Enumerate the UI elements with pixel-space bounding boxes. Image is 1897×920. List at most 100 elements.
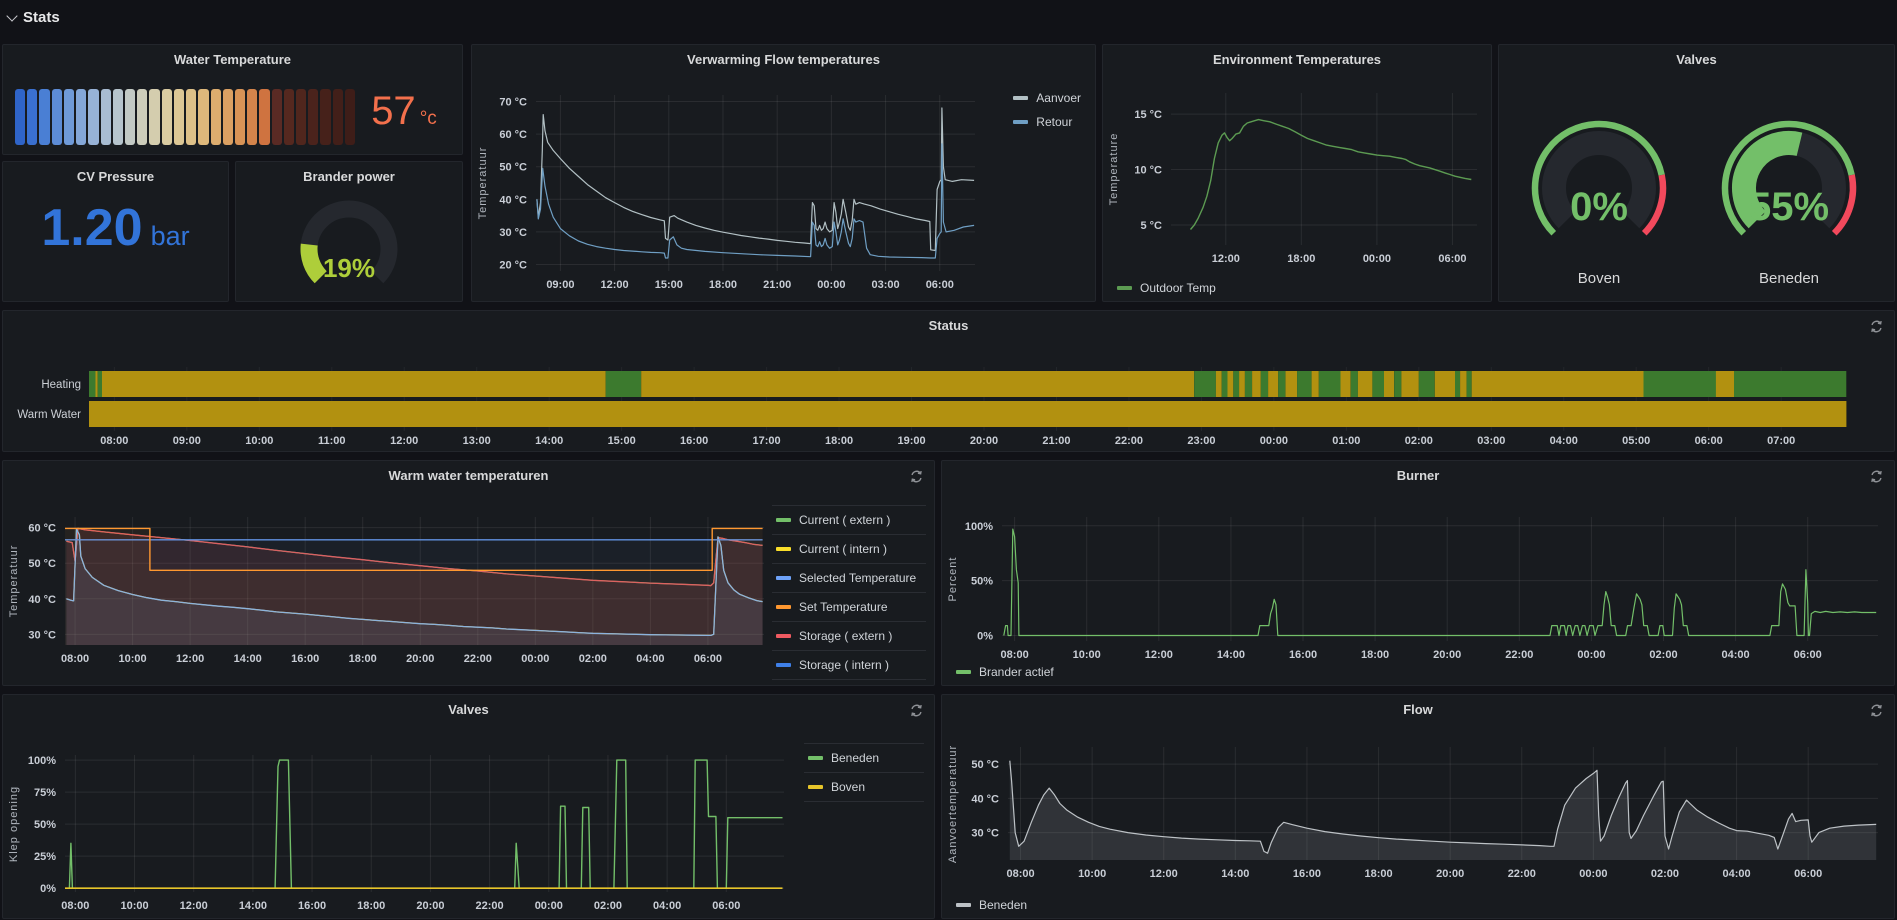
- svg-text:04:00: 04:00: [1550, 435, 1578, 447]
- row-header-stats[interactable]: Stats: [6, 9, 60, 26]
- svg-text:50%: 50%: [34, 819, 56, 831]
- led-gauge: [15, 89, 356, 145]
- legend-item[interactable]: Current ( intern ): [772, 534, 926, 563]
- legend-item[interactable]: Outdoor Temp: [1117, 281, 1216, 295]
- legend-item[interactable]: Storage ( intern ): [772, 650, 926, 679]
- water-temp-value: 57 °c: [352, 89, 456, 145]
- svg-text:23:00: 23:00: [1187, 435, 1215, 447]
- svg-text:40 °C: 40 °C: [499, 194, 527, 206]
- stat-value: 57: [371, 89, 416, 133]
- led-cell: [222, 89, 233, 145]
- led-cell: [344, 89, 356, 145]
- led-cell: [234, 89, 246, 145]
- legend-item[interactable]: Storage ( extern ): [772, 621, 926, 650]
- legend-label: Storage ( intern ): [799, 658, 890, 672]
- svg-text:19%: 19%: [323, 253, 375, 283]
- svg-text:10:00: 10:00: [1073, 649, 1101, 661]
- flow-chart: 08:00 10:00 12:00 14:00 16:00 18:00 20:00 22:00…: [971, 747, 1878, 880]
- svg-text:07:00: 07:00: [1767, 435, 1795, 447]
- svg-text:Warm Water: Warm Water: [17, 409, 81, 421]
- refresh-icon[interactable]: [1869, 703, 1884, 718]
- legend-label: Beneden: [979, 898, 1028, 912]
- led-cell: [283, 89, 295, 145]
- legend-color-dash: [808, 785, 823, 789]
- legend-item[interactable]: Current ( extern ): [772, 505, 926, 534]
- refresh-icon[interactable]: [1869, 469, 1884, 484]
- led-cell: [259, 89, 270, 145]
- legend-color-dash: [776, 576, 791, 580]
- legend-item[interactable]: Selected Temperature: [772, 563, 926, 592]
- led-cell: [247, 89, 258, 145]
- led-cell: [51, 89, 62, 145]
- svg-text:00:00: 00:00: [1260, 435, 1288, 447]
- led-cell: [320, 89, 331, 145]
- svg-text:17:00: 17:00: [753, 435, 781, 447]
- legend-item[interactable]: Set Temperature: [772, 592, 926, 621]
- refresh-icon[interactable]: [1869, 319, 1884, 334]
- svg-text:15:00: 15:00: [655, 279, 683, 291]
- refresh-icon[interactable]: [909, 469, 924, 484]
- svg-text:Heating: Heating: [41, 379, 81, 391]
- svg-text:10:00: 10:00: [119, 653, 147, 665]
- panel-verwarming-flow: Verwarming Flow temperatures Temperatuur…: [471, 44, 1096, 302]
- svg-text:55%: 55%: [1749, 185, 1829, 229]
- legend-label: Set Temperature: [799, 600, 888, 614]
- svg-text:15:00: 15:00: [608, 435, 636, 447]
- svg-text:10 °C: 10 °C: [1134, 165, 1162, 177]
- legend-color-dash: [776, 663, 791, 667]
- svg-text:16:00: 16:00: [1289, 649, 1317, 661]
- legend-item[interactable]: Beneden: [956, 898, 1027, 912]
- svg-text:20:00: 20:00: [406, 653, 434, 665]
- svg-text:12:00: 12:00: [1150, 868, 1178, 880]
- svg-text:100%: 100%: [28, 755, 56, 767]
- stat-unit: °c: [419, 108, 437, 129]
- svg-text:40 °C: 40 °C: [28, 594, 56, 606]
- panel-cv-pressure: CV Pressure 1.20 bar: [2, 161, 229, 302]
- svg-text:12:00: 12:00: [390, 435, 418, 447]
- svg-text:08:00: 08:00: [61, 900, 89, 912]
- led-cell: [124, 89, 136, 145]
- svg-text:06:00: 06:00: [1438, 253, 1466, 265]
- legend: Aanvoer Retour: [1013, 91, 1081, 129]
- legend-color-dash: [808, 756, 823, 760]
- legend-item[interactable]: Beneden: [804, 743, 924, 772]
- chevron-down-icon: [6, 9, 18, 22]
- svg-text:00:00: 00:00: [1579, 868, 1607, 880]
- legend-label: Selected Temperature: [799, 571, 917, 585]
- svg-text:02:00: 02:00: [579, 653, 607, 665]
- svg-text:16:00: 16:00: [680, 435, 708, 447]
- svg-text:08:00: 08:00: [1001, 649, 1029, 661]
- svg-text:70 °C: 70 °C: [499, 97, 527, 109]
- legend-item[interactable]: Boven: [804, 772, 924, 801]
- environment-chart: 12:00 18:00 00:00 06:00 5 °C 10 °C 15 °C: [1134, 93, 1477, 265]
- legend-item[interactable]: Retour: [1013, 115, 1081, 129]
- svg-text:20:00: 20:00: [970, 435, 998, 447]
- legend-item[interactable]: Brander actief: [956, 665, 1054, 679]
- svg-text:18:00: 18:00: [1287, 253, 1315, 265]
- svg-text:20:00: 20:00: [1433, 649, 1461, 661]
- verwarming-chart: 09:00 12:00 15:00 18:00 21:00 00:00 03:00 06:00…: [499, 95, 975, 291]
- row-title: Stats: [23, 9, 60, 26]
- panel-status: Status 08:00 09:00 10:00 11:00 12:00 13:00 14:…: [2, 310, 1895, 452]
- legend-label: Beneden: [831, 751, 880, 765]
- svg-text:16:00: 16:00: [1293, 868, 1321, 880]
- svg-text:08:00: 08:00: [61, 653, 89, 665]
- svg-text:75%: 75%: [34, 787, 56, 799]
- warm-water-chart: 08:00 10:00 12:00 14:00 16:00 18:00 20:00 22:00…: [28, 517, 764, 665]
- svg-text:02:00: 02:00: [1651, 868, 1679, 880]
- led-cell: [186, 89, 197, 145]
- led-cell: [198, 89, 209, 145]
- burner-chart: 08:00 10:00 12:00 14:00 16:00 18:00 20:00 22:00…: [965, 517, 1878, 661]
- legend: Current ( extern ) Current ( intern ) Sele…: [772, 505, 926, 680]
- svg-text:06:00: 06:00: [712, 900, 740, 912]
- svg-text:22:00: 22:00: [476, 900, 504, 912]
- legend: Outdoor Temp: [1117, 281, 1216, 295]
- legend-item[interactable]: Aanvoer: [1013, 91, 1081, 105]
- svg-text:14:00: 14:00: [1217, 649, 1245, 661]
- led-cell: [100, 89, 111, 145]
- refresh-icon[interactable]: [909, 703, 924, 718]
- svg-text:15 °C: 15 °C: [1134, 109, 1162, 121]
- svg-text:18:00: 18:00: [357, 900, 385, 912]
- legend-color-dash: [956, 670, 971, 674]
